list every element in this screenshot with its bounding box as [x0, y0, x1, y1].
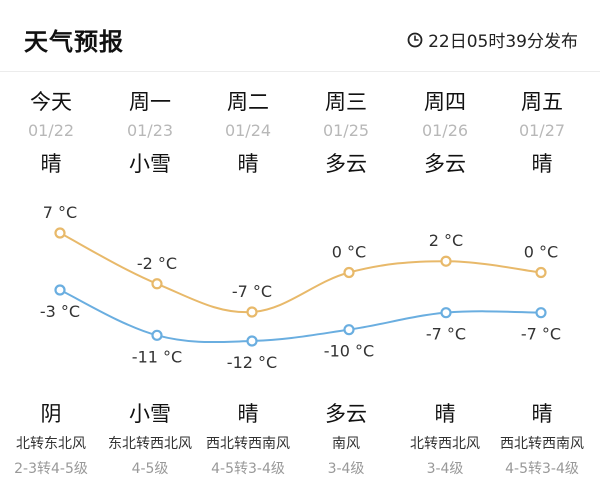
publish-time-text: 22日05时39分发布	[428, 32, 578, 52]
low-temp-point	[151, 329, 163, 341]
low-temp-label: -7 °C	[521, 325, 561, 344]
wind-direction: 东北转西北风	[108, 436, 192, 452]
wind-direction: 南风	[332, 436, 360, 452]
wind-direction: 西北转西南风	[206, 436, 290, 452]
wind-direction: 北转西北风	[410, 436, 480, 452]
high-temp-label: 0 °C	[524, 243, 558, 262]
forecast-day-2[interactable]: 周二 01/24 晴 晴 西北转西南风 4-5转3-4级	[199, 72, 297, 500]
high-temp-label: 2 °C	[429, 231, 463, 250]
clock-icon	[407, 32, 423, 47]
high-temp-point	[440, 255, 452, 267]
wind-direction: 西北转西南风	[500, 436, 584, 452]
date-label: 01/26	[421, 121, 469, 140]
day-label: 周二	[227, 90, 269, 114]
high-temp-point	[343, 266, 355, 279]
low-temp-label: -10 °C	[324, 342, 374, 361]
wind-direction: 北转东北风	[16, 436, 86, 452]
night-weather: 晴	[434, 402, 456, 426]
low-temp-point	[535, 307, 547, 319]
night-weather: 晴	[237, 402, 259, 426]
night-weather: 小雪	[129, 402, 171, 426]
low-temp-label: -7 °C	[426, 325, 466, 344]
day-weather: 晴	[237, 152, 259, 176]
wind-level: 3-4级	[327, 461, 365, 477]
low-temp-label: -3 °C	[40, 302, 80, 321]
night-weather: 阴	[40, 402, 62, 426]
high-temp-point	[151, 278, 163, 290]
day-weather: 多云	[424, 152, 466, 176]
wind-level: 3-4级	[426, 461, 464, 477]
low-temp-point	[440, 307, 452, 319]
high-temp-label: 0 °C	[332, 243, 366, 262]
wind-level: 2-3转4-5级	[14, 461, 88, 477]
high-temp-point	[246, 306, 258, 318]
page-title: 天气预报	[24, 28, 124, 56]
app-header: 天气预报 22日05时39分发布	[0, 0, 600, 72]
day-label: 周三	[325, 90, 367, 114]
wind-level: 4-5级	[131, 461, 169, 477]
day-weather: 多云	[325, 152, 367, 176]
forecast-day-3[interactable]: 周三 01/25 多云 多云 南风 3-4级	[297, 72, 395, 500]
low-temp-line	[59, 289, 542, 344]
low-temp-label: -12 °C	[227, 353, 277, 372]
night-weather: 多云	[325, 402, 367, 426]
high-temp-line	[59, 232, 542, 314]
date-label: 01/27	[518, 121, 566, 140]
wind-level: 4-5转3-4级	[505, 461, 579, 477]
night-weather: 晴	[531, 402, 553, 426]
forecast-day-5[interactable]: 周五 01/27 晴 晴 西北转西南风 4-5转3-4级	[493, 72, 591, 500]
day-label: 今天	[30, 90, 72, 114]
date-label: 01/23	[126, 121, 174, 140]
wind-level: 4-5转3-4级	[211, 461, 285, 477]
low-temp-point	[343, 324, 355, 336]
forecast-day-1[interactable]: 周一 01/23 小雪 小雪 东北转西北风 4-5级	[101, 72, 199, 500]
forecast-day-4[interactable]: 周四 01/26 多云 晴 北转西北风 3-4级	[396, 72, 494, 500]
day-label: 周一	[129, 90, 171, 114]
publish-time: 22日05时39分发布	[407, 27, 578, 52]
day-weather: 晴	[531, 152, 553, 176]
low-temp-point	[246, 335, 258, 347]
low-temp-point	[54, 284, 66, 296]
day-weather: 小雪	[129, 152, 171, 176]
day-label: 周四	[424, 90, 466, 114]
high-temp-label: -7 °C	[232, 282, 272, 301]
high-temp-point	[54, 227, 66, 239]
high-temp-label: -2 °C	[137, 254, 177, 273]
high-temp-point	[535, 266, 547, 279]
high-temp-label: 7 °C	[43, 203, 77, 222]
date-label: 01/25	[322, 121, 370, 140]
date-label: 01/24	[224, 121, 272, 140]
forecast-day-0[interactable]: 今天 01/22 晴 阴 北转东北风 2-3转4-5级	[2, 72, 100, 500]
low-temp-label: -11 °C	[132, 347, 182, 366]
date-label: 01/22	[27, 121, 75, 140]
day-label: 周五	[521, 90, 563, 114]
day-weather: 晴	[40, 152, 62, 176]
